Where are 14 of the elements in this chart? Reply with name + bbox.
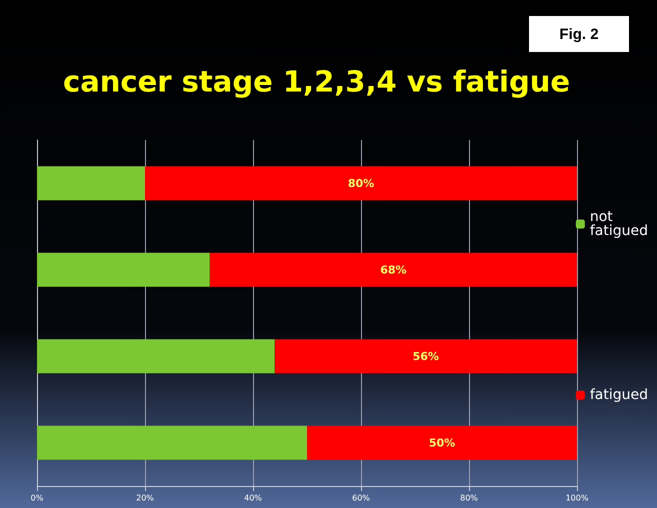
x-tick-label: 20% <box>136 494 154 502</box>
chart-title: cancer stage 1,2,3,4 vs fatigue <box>63 64 570 98</box>
caption: Fig. 2 <box>527 14 631 54</box>
legend-label: not fatigued <box>590 209 648 239</box>
data-label: 56% <box>412 350 439 363</box>
legend-label: fatigued <box>590 387 648 403</box>
data-label: 68% <box>380 263 407 276</box>
x-tick-label: 0% <box>30 494 44 502</box>
x-tick-label: 80% <box>460 494 478 502</box>
x-tick-label: 40% <box>244 494 262 502</box>
data-label: 50% <box>428 436 456 450</box>
data-label: 80% <box>348 176 374 190</box>
x-tick-label: 100% <box>566 494 589 502</box>
x-tick-label: 60% <box>352 494 370 502</box>
